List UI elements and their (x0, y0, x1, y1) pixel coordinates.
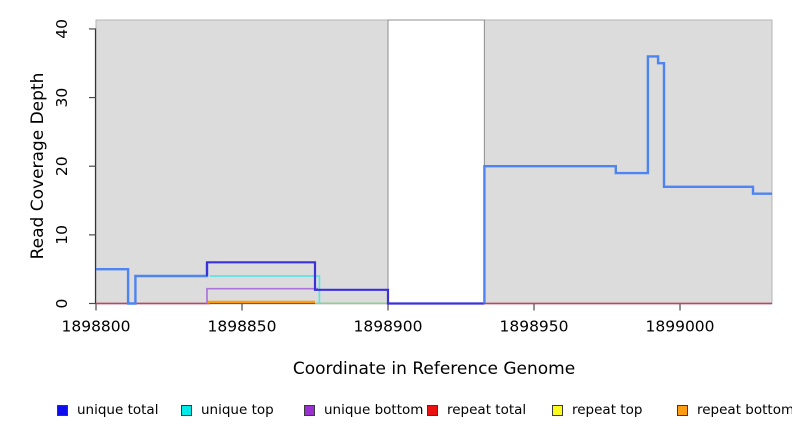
y-tick-label: 30 (53, 88, 71, 108)
y-tick-label: 0 (53, 299, 71, 309)
series-coverage-total-right (483, 55, 772, 304)
legend-item-unique-total: unique total (57, 402, 158, 418)
legend-item-unique-top: unique top (181, 402, 274, 418)
x-tick-label: 1898900 (353, 318, 422, 336)
legend-label: repeat bottom (697, 402, 792, 418)
y-tick-label: 40 (53, 19, 71, 39)
gap-region (387, 19, 485, 304)
y-axis-title: Read Coverage Depth (28, 72, 48, 260)
unique-total-swatch-icon (57, 404, 68, 416)
y-tick-label: 20 (53, 156, 71, 176)
legend-item-repeat-bottom: repeat bottom (677, 402, 792, 418)
repeat-total-swatch-icon (427, 404, 438, 416)
legend-item-unique-bottom: unique bottom (304, 402, 423, 418)
legend-item-repeat-top: repeat top (552, 402, 642, 418)
x-tick-label: 1898950 (499, 318, 568, 336)
legend-label: repeat total (447, 402, 527, 418)
legend-label: unique top (201, 402, 274, 418)
repeat-bottom-swatch-icon (677, 404, 688, 416)
x-tick-label: 1899000 (646, 318, 715, 336)
unique-bottom-swatch-icon (304, 404, 315, 416)
legend-label: unique total (77, 402, 159, 418)
x-tick-label: 1898800 (61, 318, 130, 336)
series-unique-top (209, 275, 321, 304)
unique-top-swatch-icon (181, 404, 192, 416)
series-unique-bottom (206, 287, 318, 304)
y-tick-label: 10 (53, 225, 71, 245)
repeat-top-swatch-icon (552, 404, 563, 416)
legend-item-repeat-total: repeat total (427, 402, 526, 418)
legend-label: repeat top (572, 402, 643, 418)
series-unique-total (205, 261, 485, 305)
x-axis-title: Coordinate in Reference Genome (292, 359, 576, 379)
x-tick-label: 1898850 (207, 318, 276, 336)
legend-label: unique bottom (324, 402, 424, 418)
